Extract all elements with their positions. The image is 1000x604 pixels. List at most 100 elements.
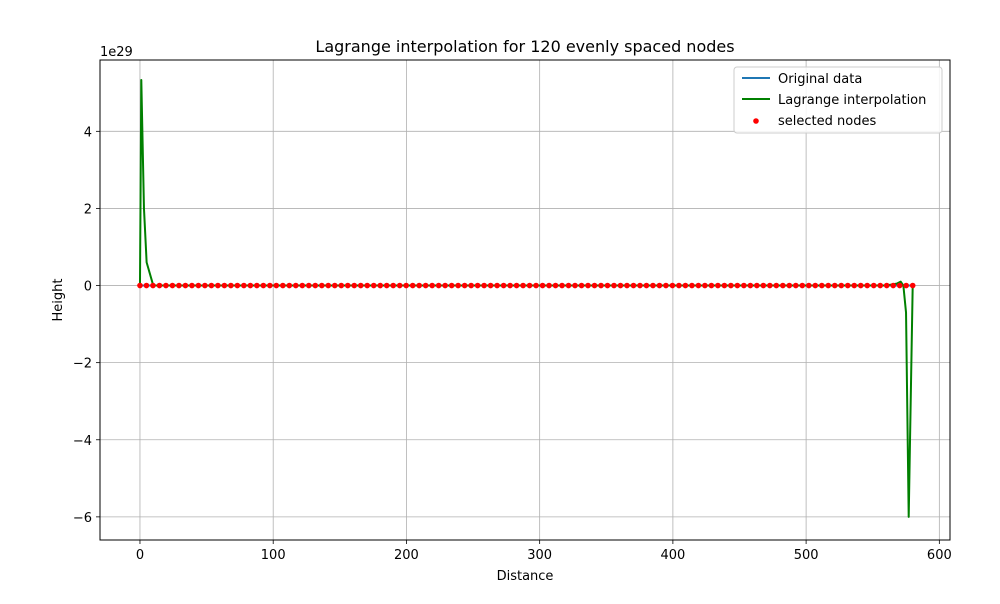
selected-node-point [403, 282, 410, 289]
selected-node-point [260, 282, 267, 289]
selected-node-point [221, 282, 228, 289]
selected-node-point [461, 282, 468, 289]
selected-node-point [280, 282, 286, 289]
selected-node-point [773, 282, 780, 289]
selected-node-point [806, 282, 812, 289]
selected-node-point [747, 282, 754, 289]
legend-box [733, 66, 943, 134]
selected-node-point [780, 282, 786, 289]
selected-node-point [838, 282, 845, 289]
selected-node-point [825, 282, 832, 289]
selected-node-point [909, 282, 916, 289]
ticks: 0 100 200 300 400 500 600 −6 −4 −2 0 2 4 [73, 125, 952, 563]
selected-node-point [143, 282, 150, 289]
selected-node-point [682, 282, 689, 289]
selected-node-point [877, 282, 884, 289]
selected-node-point [163, 282, 169, 289]
selected-node-point [598, 282, 604, 289]
selected-node-point [883, 282, 890, 289]
selected-node-point [767, 282, 773, 289]
selected-node-point [630, 282, 637, 289]
selected-node-point [844, 282, 851, 289]
selected-node-point [760, 282, 767, 289]
selected-node-point [715, 282, 721, 289]
x-axis-label: Distance [497, 569, 554, 584]
selected-node-point [831, 282, 838, 289]
x-tick-label: 500 [794, 548, 819, 563]
selected-node-point [293, 282, 299, 289]
selected-node-point [390, 282, 397, 289]
selected-node-point [903, 282, 909, 289]
x-tick-label: 400 [660, 548, 685, 563]
selected-node-point [312, 282, 319, 289]
selected-node-point [799, 282, 806, 289]
selected-node-point [273, 282, 280, 289]
selected-node-point [306, 282, 312, 289]
selected-node-point [357, 282, 364, 289]
x-tick-label: 200 [394, 548, 419, 563]
selected-node-point [286, 282, 293, 289]
selected-node-point [611, 282, 617, 289]
selected-node-point [228, 282, 234, 289]
selected-node-point [643, 282, 650, 289]
selected-node-point [896, 282, 903, 289]
y-offset-text: 1e29 [100, 45, 133, 60]
selected-node-point [617, 282, 624, 289]
selected-node-point [364, 282, 371, 289]
selected-node-point [234, 282, 241, 289]
selected-node-point [344, 282, 351, 289]
y-tick-label: −6 [73, 511, 92, 526]
selected-node-point [150, 282, 156, 289]
selected-node-point [409, 282, 416, 289]
selected-node-point [689, 282, 695, 289]
selected-node-point [708, 282, 715, 289]
x-tick-label: 0 [136, 548, 144, 563]
plot-data [137, 79, 916, 518]
selected-node-point [663, 282, 669, 289]
selected-node-point [318, 282, 325, 289]
selected-node-point [325, 282, 332, 289]
selected-node-point [585, 282, 591, 289]
selected-node-point [338, 282, 345, 289]
selected-node-point [383, 282, 390, 289]
y-tick-label: −4 [73, 434, 92, 449]
selected-node-point [676, 282, 682, 289]
selected-node-point [481, 282, 487, 289]
legend-label-original-data: Original data [778, 72, 862, 87]
selected-node-point [728, 282, 734, 289]
selected-node-point [637, 282, 643, 289]
selected-node-point [604, 282, 611, 289]
selected-node-point [182, 282, 189, 289]
selected-node-point [156, 282, 163, 289]
selected-node-point [468, 282, 474, 289]
selected-node-point [864, 282, 871, 289]
selected-node-point [721, 282, 728, 289]
selected-node-point [202, 282, 208, 289]
selected-node-point [539, 282, 546, 289]
selected-node-point [331, 282, 338, 289]
selected-node-point [455, 282, 461, 289]
selected-node-point [377, 282, 384, 289]
legend: Original data Lagrange interpolation sel… [733, 66, 943, 134]
selected-node-point [818, 282, 825, 289]
selected-node-point [137, 282, 143, 289]
selected-node-point [578, 282, 585, 289]
selected-node-point [247, 282, 254, 289]
chart-title: Lagrange interpolation for 120 evenly sp… [315, 37, 734, 56]
selected-node-point [267, 282, 273, 289]
y-tick-label: 4 [84, 125, 92, 140]
legend-label-selected-nodes: selected nodes [778, 114, 876, 129]
x-tick-label: 600 [927, 548, 952, 563]
selected-node-point [786, 282, 793, 289]
selected-node-point [370, 282, 377, 289]
selected-node-point [650, 282, 656, 289]
selected-node-point [176, 282, 182, 289]
selected-node-point [507, 282, 513, 289]
axes-frame [99, 59, 951, 541]
y-tick-label: −2 [73, 357, 92, 372]
selected-node-point [195, 282, 202, 289]
selected-node-point [591, 282, 598, 289]
selected-node-point [429, 282, 435, 289]
selected-node-point [520, 282, 526, 289]
